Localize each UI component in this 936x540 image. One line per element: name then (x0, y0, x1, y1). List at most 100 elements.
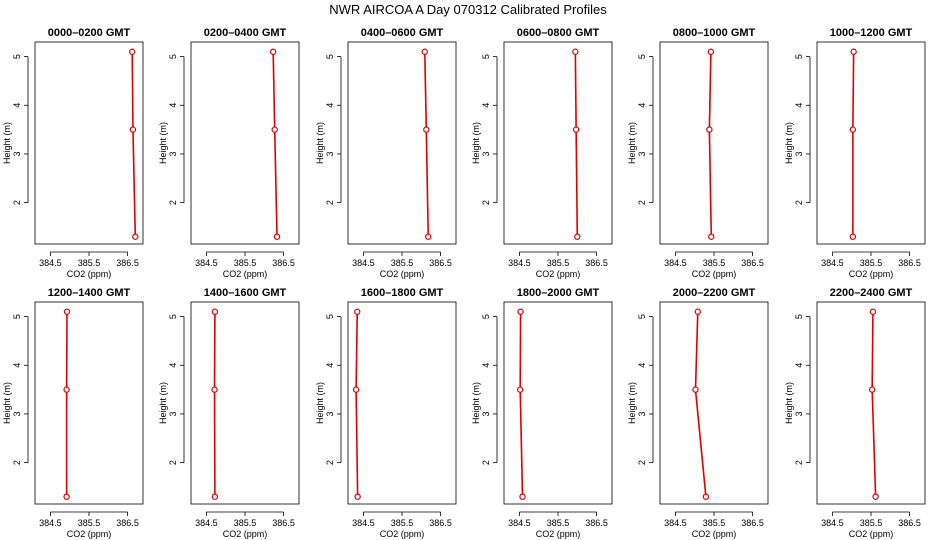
y-tick-label: 5 (325, 314, 335, 319)
data-point (849, 126, 857, 133)
panel-title: 0600–0800 GMT (517, 27, 600, 39)
plot-frame (659, 301, 769, 505)
panel-title: 1600–1800 GMT (361, 287, 444, 299)
data-point (517, 386, 524, 393)
data-point (702, 493, 710, 500)
x-tick-label: 385.5 (703, 258, 726, 268)
x-tick-label: 386.5 (898, 258, 921, 268)
x-tick-label: 386.5 (741, 258, 764, 268)
x-tick-label: 385.5 (391, 258, 414, 268)
data-point (872, 493, 879, 500)
data-point (694, 308, 702, 315)
data-point (692, 386, 699, 393)
y-axis-label: Height (m) (158, 122, 168, 164)
plot-frame (503, 41, 613, 245)
x-tick-label: 386.5 (272, 258, 295, 268)
y-tick-label: 3 (168, 411, 178, 416)
data-point (849, 233, 857, 240)
plot-frame (34, 41, 144, 245)
plot-frame (503, 301, 613, 505)
x-tick-label: 384.5 (664, 258, 687, 268)
x-axis-label: CO2 (ppm) (380, 269, 425, 279)
profile-panel: 0800–1000 GMT 384.5 385.5 386.5 CO2 (ppm) 2 3 4… (627, 27, 769, 279)
data-point (850, 48, 857, 55)
x-tick-label: 384.5 (39, 258, 62, 268)
profile-line (708, 51, 713, 237)
y-tick-label: 5 (637, 314, 647, 319)
panel-title: 2200–2400 GMT (830, 287, 913, 299)
y-tick-label: 2 (481, 200, 491, 205)
data-point (211, 308, 219, 315)
x-axis-label: CO2 (ppm) (223, 269, 268, 279)
y-tick-label: 4 (794, 363, 804, 368)
profile-line (871, 311, 877, 497)
y-axis-label: Height (m) (627, 382, 637, 424)
x-tick-label: 384.5 (39, 518, 62, 528)
y-tick-label: 3 (637, 151, 647, 156)
profile-line (574, 51, 579, 237)
plot-frame (347, 301, 457, 505)
panel-title: 1800–2000 GMT (517, 287, 600, 299)
profile-panel: 1400–1600 GMT 384.5 385.5 386.5 CO2 (ppm) 2 3 4… (158, 287, 300, 539)
x-axis-label: CO2 (ppm) (849, 269, 894, 279)
y-axis-label: Height (m) (784, 122, 794, 164)
x-tick-label: 386.5 (741, 518, 764, 528)
data-point (574, 233, 581, 240)
x-tick-label: 384.5 (821, 518, 844, 528)
plot-frame (659, 41, 769, 245)
y-tick-label: 4 (637, 103, 647, 108)
data-point (572, 126, 580, 133)
y-axis-label: Height (m) (315, 122, 325, 164)
data-point (708, 233, 715, 240)
data-point (519, 493, 526, 500)
data-point (707, 48, 715, 55)
data-point (271, 126, 278, 133)
panel-title: 1400–1600 GMT (204, 287, 287, 299)
x-axis-label: CO2 (ppm) (67, 529, 112, 539)
y-axis-label: Height (m) (627, 122, 637, 164)
x-tick-label: 386.5 (429, 518, 452, 528)
x-tick-label: 384.5 (195, 258, 218, 268)
x-axis-label: CO2 (ppm) (67, 269, 112, 279)
profile-panel: 1800–2000 GMT 384.5 385.5 386.5 CO2 (ppm) 2 3 4… (471, 287, 613, 539)
x-tick-label: 384.5 (664, 518, 687, 528)
y-tick-label: 5 (12, 314, 22, 319)
y-tick-label: 4 (12, 103, 22, 108)
y-tick-label: 3 (794, 411, 804, 416)
panel-title: 0400–0600 GMT (361, 27, 444, 39)
x-tick-label: 385.5 (703, 518, 726, 528)
data-point (63, 493, 70, 500)
panel-title: 1000–1200 GMT (830, 27, 913, 39)
data-point (354, 493, 361, 500)
y-tick-label: 2 (637, 200, 647, 205)
y-axis-label: Height (m) (2, 122, 12, 164)
y-tick-label: 5 (168, 54, 178, 59)
profile-panel: 2200–2400 GMT 384.5 385.5 386.5 CO2 (ppm) 2 3 4… (784, 287, 926, 539)
y-tick-label: 4 (168, 363, 178, 368)
data-point (129, 126, 137, 133)
x-tick-label: 386.5 (898, 518, 921, 528)
profile-line (519, 311, 524, 497)
y-tick-label: 4 (481, 103, 491, 108)
panel-title: 1200–1400 GMT (48, 287, 131, 299)
profile-panel: 1000–1200 GMT 384.5 385.5 386.5 CO2 (ppm) 2 3 4… (784, 27, 926, 279)
panel-title: 2000–2200 GMT (673, 287, 756, 299)
y-tick-label: 2 (481, 460, 491, 465)
y-tick-label: 5 (481, 314, 491, 319)
y-tick-label: 3 (325, 151, 335, 156)
x-axis-label: CO2 (ppm) (692, 269, 737, 279)
x-tick-label: 386.5 (116, 518, 139, 528)
profile-line (694, 311, 707, 497)
y-tick-label: 4 (168, 103, 178, 108)
y-tick-label: 2 (12, 200, 22, 205)
x-tick-label: 385.5 (860, 518, 883, 528)
y-axis-label: Height (m) (784, 382, 794, 424)
x-tick-label: 385.5 (547, 258, 570, 268)
x-tick-label: 384.5 (508, 518, 531, 528)
y-tick-label: 3 (12, 411, 22, 416)
x-tick-label: 385.5 (391, 518, 414, 528)
data-point (128, 48, 136, 55)
y-axis-label: Height (m) (158, 382, 168, 424)
y-tick-label: 5 (481, 54, 491, 59)
